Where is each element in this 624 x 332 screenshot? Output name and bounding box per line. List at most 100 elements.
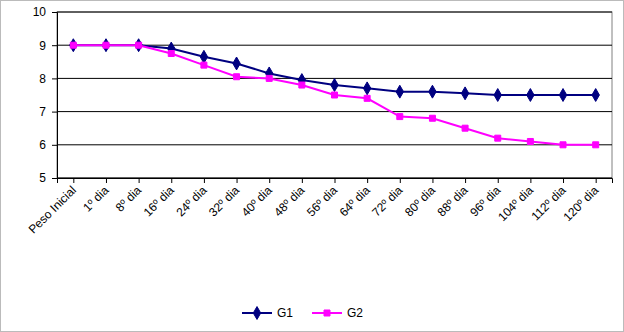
legend-marker — [253, 307, 260, 320]
x-axis-line — [58, 179, 613, 184]
x-tick: 56º dia — [304, 178, 340, 219]
marker — [592, 89, 599, 102]
x-tick-mark — [596, 178, 597, 183]
marker — [201, 62, 207, 68]
marker — [331, 79, 338, 92]
x-tick-label: 104º dia — [495, 183, 536, 224]
x-tick-label: 24º dia — [173, 183, 209, 219]
y-tick: 10 — [33, 5, 57, 19]
marker — [461, 87, 468, 100]
y-tick-mark — [52, 145, 57, 146]
x-tick-label: 120º dia — [560, 183, 601, 224]
marker — [266, 75, 272, 81]
y-tick: 6 — [39, 138, 57, 152]
y-tick-mark — [52, 112, 57, 113]
y-tick-label: 10 — [33, 5, 47, 19]
x-tick-mark — [465, 178, 466, 183]
marker — [429, 115, 435, 121]
marker — [559, 89, 566, 102]
chart: 5 6 7 8 9 10 Peso Inicial1º dia8º dia16º dia24… — [0, 0, 624, 332]
chart-border — [1, 1, 624, 332]
y-tick: 8 — [39, 72, 57, 86]
x-tick-mark — [400, 178, 401, 183]
y-axis: 5 6 7 8 9 10 — [33, 5, 58, 185]
x-tick-label: 72º dia — [369, 183, 405, 219]
x-tick-label: 8º dia — [113, 183, 145, 215]
y-tick-label: 6 — [39, 138, 46, 152]
x-tick-label: 56º dia — [304, 183, 340, 219]
marker — [234, 74, 240, 80]
marker — [233, 57, 240, 70]
legend: G1 G2 — [242, 306, 363, 320]
x-tick-label: 48º dia — [271, 183, 307, 219]
marker — [168, 51, 174, 57]
x-tick-label: 1º dia — [80, 183, 112, 215]
marker — [332, 92, 338, 98]
x-tick: 32º dia — [206, 178, 242, 219]
x-tick: 104º dia — [495, 178, 536, 224]
x-tick-mark — [302, 178, 303, 183]
plot: 5 6 7 8 9 10 Peso Inicial1º dia8º dia16º dia24… — [26, 5, 613, 236]
marker — [527, 89, 534, 102]
x-tick-mark — [335, 178, 336, 183]
x-tick-mark — [73, 178, 74, 183]
series-markers — [70, 42, 598, 148]
marker — [70, 42, 76, 48]
legend-item: G2 — [312, 306, 363, 320]
y-tick-label: 7 — [39, 105, 46, 119]
y-tick-label: 9 — [39, 39, 46, 53]
marker — [364, 95, 370, 101]
x-tick: 24º dia — [173, 178, 209, 219]
y-tick-mark — [52, 12, 57, 13]
marker — [136, 42, 142, 48]
x-tick-mark — [237, 178, 238, 183]
marker — [593, 142, 599, 148]
x-tick-mark — [106, 178, 107, 183]
x-tick-label: 32º dia — [206, 183, 242, 219]
x-tick-mark — [171, 178, 172, 183]
y-tick: 5 — [39, 171, 57, 185]
x-tick-mark — [432, 178, 433, 183]
legend-item: G1 — [242, 306, 293, 320]
x-tick: 64º dia — [337, 178, 373, 219]
x-tick: 88º dia — [435, 178, 471, 219]
legend-marker — [324, 310, 330, 316]
x-tick-label: 80º dia — [402, 183, 438, 219]
x-tick-label: 88º dia — [435, 183, 471, 219]
x-tick: 80º dia — [402, 178, 438, 219]
marker — [429, 85, 436, 98]
y-tick: 9 — [39, 39, 57, 53]
marker — [103, 42, 109, 48]
x-tick-mark — [367, 178, 368, 183]
y-tick-label: 5 — [39, 171, 46, 185]
marker — [397, 114, 403, 120]
x-tick-mark — [530, 178, 531, 183]
marker — [462, 125, 468, 131]
x-tick-mark — [269, 178, 270, 183]
x-tick-label: 16º dia — [141, 183, 177, 219]
y-tick-mark — [52, 178, 57, 179]
marker — [70, 39, 77, 52]
series-line — [73, 45, 595, 145]
plot-area — [57, 12, 612, 178]
series-group — [70, 39, 600, 148]
grid-line — [57, 111, 612, 112]
x-tick: Peso Inicial — [26, 178, 79, 236]
marker — [363, 82, 370, 95]
marker — [102, 39, 109, 52]
x-tick: 120º dia — [560, 178, 601, 224]
x-tick-label: 40º dia — [239, 183, 275, 219]
x-tick: 40º dia — [239, 178, 275, 219]
x-tick: 72º dia — [369, 178, 405, 219]
x-axis: Peso Inicial1º dia8º dia16º dia24º dia32… — [26, 178, 613, 236]
marker — [560, 142, 566, 148]
marker — [495, 135, 501, 141]
x-tick-mark — [204, 178, 205, 183]
x-tick-label: Peso Inicial — [26, 183, 79, 236]
x-tick-mark — [498, 178, 499, 183]
x-tick: 48º dia — [271, 178, 307, 219]
legend-label: G2 — [347, 306, 363, 320]
marker — [527, 138, 533, 144]
marker — [299, 82, 305, 88]
x-tick-label: 64º dia — [337, 183, 373, 219]
